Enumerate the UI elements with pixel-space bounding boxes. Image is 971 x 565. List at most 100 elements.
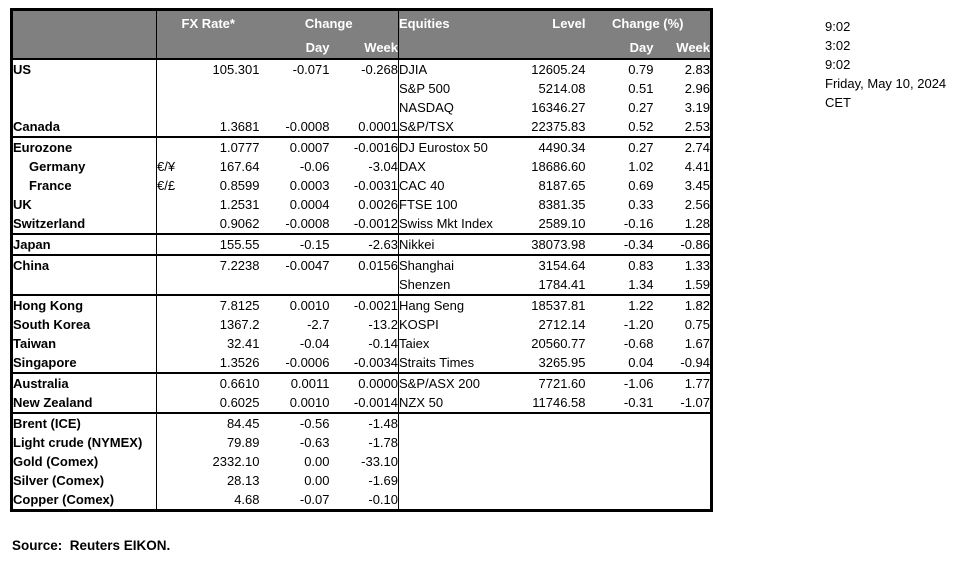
currency-pair-cell (156, 275, 190, 295)
table-row: Light crude (NYMEX) 79.89 -0.63 -1.78 (12, 433, 712, 452)
equity-level-cell: 5214.08 (538, 81, 586, 96)
table-row: Hong Kong 7.8125 0.0010 -0.0021 Hang Seng 185… (11, 294, 712, 315)
equity-level-cell: 16346.27 (531, 100, 586, 115)
table-row: Canada 1.3681 -0.0008 0.0001 S&P/TSX 22375.83… (12, 117, 712, 137)
equity-name-cell: Nikkei (398, 233, 506, 255)
country-cell: Silver (Comex) (13, 473, 105, 488)
fx-day-header: Day (259, 36, 330, 59)
currency-pair-cell (156, 58, 190, 79)
equity-day-change-cell: -0.31 (623, 395, 654, 410)
fx-week-change-cell: -3.04 (368, 159, 399, 174)
table-row: Shenzen 1784.41 1.34 1.59 (12, 275, 712, 295)
equity-day-change-cell (586, 433, 654, 452)
country-cell: US (11, 58, 157, 79)
country-cell: Copper (Comex) (13, 492, 115, 507)
fx-week-change-cell: -0.14 (368, 336, 399, 351)
fx-day-change-cell: 0.0010 (289, 395, 330, 410)
market-summary-table: FX Rate* Change Equities Level Change (%… (10, 8, 714, 512)
equity-week-header: Week (653, 36, 712, 59)
equity-name-cell: DJ Eurostox 50 (398, 136, 506, 157)
fx-rate-cell: 2332.10 (212, 454, 260, 469)
equity-level-cell: 12605.24 (505, 58, 586, 79)
table-row: Singapore 1.3526 -0.0006 -0.0034 Straits Tim… (12, 353, 712, 373)
fx-day-change-cell (260, 79, 330, 98)
fx-day-change-cell: 0.00 (304, 473, 330, 488)
table-row: South Korea 1367.2 -2.7 -13.2 KOSPI 2712.14 -1… (12, 315, 712, 334)
equity-name-cell: Shenzen (398, 275, 506, 295)
equity-day-change-cell: 0.79 (585, 58, 654, 79)
equity-day-change-cell: 0.51 (628, 81, 654, 96)
equity-level-cell: 4490.34 (505, 136, 586, 157)
country-cell (12, 98, 157, 117)
equity-day-change-cell: 0.52 (628, 119, 654, 134)
currency-pair-cell (156, 233, 190, 255)
fx-week-change-cell: -1.69 (368, 473, 399, 488)
equity-name-cell: S&P/TSX (398, 117, 506, 137)
equity-week-change-cell: 2.53 (684, 119, 711, 134)
level-header: Level (505, 9, 586, 36)
fx-rate-cell: 1.3526 (219, 355, 260, 370)
table-row: Copper (Comex) 4.68 -0.07 -0.10 (12, 490, 712, 511)
fx-week-change-cell: -0.10 (368, 492, 399, 507)
equity-level-cell (506, 433, 586, 452)
equity-week-change-cell: 1.59 (684, 277, 711, 292)
equity-week-change-cell: 2.56 (684, 197, 711, 212)
fx-day-change-cell: -0.15 (259, 233, 330, 255)
currency-pair-cell (156, 433, 190, 452)
blank-cell (505, 36, 586, 59)
fx-rate-cell: 0.6610 (189, 372, 260, 393)
equity-name-cell (398, 471, 506, 490)
equity-day-change-cell (586, 452, 654, 471)
equity-day-change-cell: -0.68 (623, 336, 654, 351)
equity-name-cell: CAC 40 (398, 176, 506, 195)
equity-name-cell: Straits Times (398, 353, 506, 373)
fx-rate-cell: 4.68 (234, 492, 260, 507)
equity-name-cell: Taiex (398, 334, 506, 353)
equity-week-change-cell: -0.94 (680, 355, 711, 370)
equity-level-cell: 2712.14 (538, 317, 586, 332)
fx-day-change-cell: -0.56 (259, 412, 330, 433)
country-cell: Brent (ICE) (11, 412, 157, 433)
blank-cell (398, 36, 506, 59)
equity-day-change-cell: 0.83 (585, 254, 654, 275)
fx-day-change-cell: -0.071 (259, 58, 330, 79)
fx-week-change-cell: -0.0031 (353, 178, 399, 193)
fx-day-change-cell (260, 275, 330, 295)
equity-level-cell (505, 412, 586, 433)
equity-name-cell: Swiss Mkt Index (398, 214, 506, 234)
date-line: Friday, May 10, 2024 (825, 76, 947, 91)
equity-name-cell (398, 433, 506, 452)
equity-day-change-cell (586, 471, 654, 490)
equity-level-cell (506, 471, 586, 490)
equities-header: Equities (398, 9, 506, 36)
fx-day-change-cell: -0.0008 (285, 216, 330, 231)
fx-day-change-cell: 0.0011 (259, 372, 330, 393)
equity-day-change-cell: 1.22 (585, 294, 654, 315)
timestamp-block: 9:02 3:02 9:02 Friday, May 10, 2024 CET (825, 17, 946, 112)
table-row: Silver (Comex) 28.13 0.00 -1.69 (12, 471, 712, 490)
table-row: Brent (ICE) 84.45 -0.56 -1.48 (11, 412, 712, 433)
equity-level-cell: 8187.65 (538, 178, 586, 193)
equity-day-change-cell: -0.16 (623, 216, 654, 231)
fx-rate-cell: 155.55 (189, 233, 260, 255)
equity-week-change-cell: 1.82 (653, 294, 712, 315)
fx-rate-cell: 79.89 (226, 435, 260, 450)
equity-level-cell: 22375.83 (531, 119, 586, 134)
country-cell: Hong Kong (11, 294, 157, 315)
fx-day-change-cell: -0.04 (299, 336, 330, 351)
equity-level-cell: 7721.60 (505, 372, 586, 393)
fx-rate-cell (190, 98, 260, 117)
equity-level-cell: 11746.58 (532, 395, 586, 410)
equity-week-change-cell: 0.75 (684, 317, 711, 332)
equity-level-cell: 3154.64 (505, 254, 586, 275)
equity-name-cell (398, 412, 506, 433)
currency-pair-cell (156, 315, 190, 334)
blank-cell (156, 36, 260, 59)
country-cell (12, 79, 157, 98)
equity-day-change-cell (585, 412, 654, 433)
country-cell: Eurozone (11, 136, 157, 157)
fx-week-change-cell: -0.0034 (353, 355, 399, 370)
fx-week-change-cell: -1.78 (368, 435, 399, 450)
equity-change-pct-header: Change (%) (585, 9, 712, 36)
equity-day-change-cell: 0.04 (628, 355, 654, 370)
